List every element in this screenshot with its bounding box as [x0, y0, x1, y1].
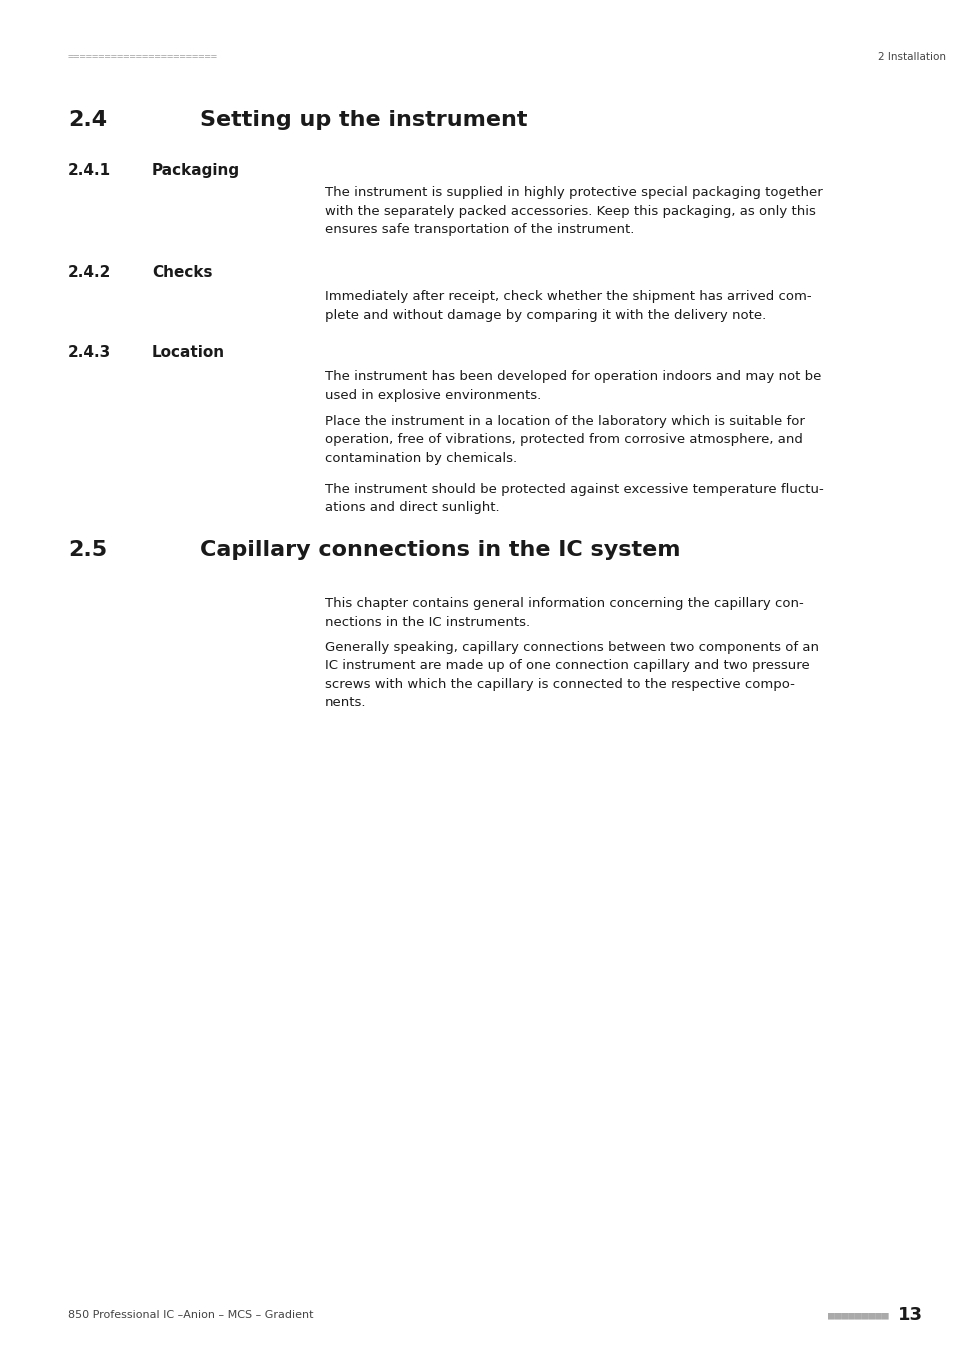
Text: Immediately after receipt, check whether the shipment has arrived com-
plete and: Immediately after receipt, check whether… — [325, 290, 811, 321]
Text: ========================: ======================== — [68, 53, 218, 62]
Text: 13: 13 — [897, 1305, 923, 1324]
Text: 2 Installation: 2 Installation — [877, 53, 945, 62]
Text: Generally speaking, capillary connections between two components of an
IC instru: Generally speaking, capillary connection… — [325, 641, 818, 710]
Text: Place the instrument in a location of the laboratory which is suitable for
opera: Place the instrument in a location of th… — [325, 414, 804, 464]
Text: ■■■■■■■■■: ■■■■■■■■■ — [827, 1310, 888, 1320]
Text: 2.4.2: 2.4.2 — [68, 265, 112, 279]
Text: 2.4.1: 2.4.1 — [68, 163, 111, 178]
Text: 2.4: 2.4 — [68, 109, 107, 130]
Text: The instrument has been developed for operation indoors and may not be
used in e: The instrument has been developed for op… — [325, 370, 821, 401]
Text: Setting up the instrument: Setting up the instrument — [200, 109, 527, 130]
Text: 2.5: 2.5 — [68, 540, 107, 560]
Text: The instrument is supplied in highly protective special packaging together
with : The instrument is supplied in highly pro… — [325, 186, 821, 236]
Text: Capillary connections in the IC system: Capillary connections in the IC system — [200, 540, 679, 560]
Text: Location: Location — [152, 346, 225, 360]
Text: Checks: Checks — [152, 265, 213, 279]
Text: Packaging: Packaging — [152, 163, 240, 178]
Text: The instrument should be protected against excessive temperature fluctu-
ations : The instrument should be protected again… — [325, 483, 822, 514]
Text: 2.4.3: 2.4.3 — [68, 346, 112, 360]
Text: 850 Professional IC –Anion – MCS – Gradient: 850 Professional IC –Anion – MCS – Gradi… — [68, 1310, 314, 1320]
Text: This chapter contains general information concerning the capillary con-
nections: This chapter contains general informatio… — [325, 597, 803, 629]
